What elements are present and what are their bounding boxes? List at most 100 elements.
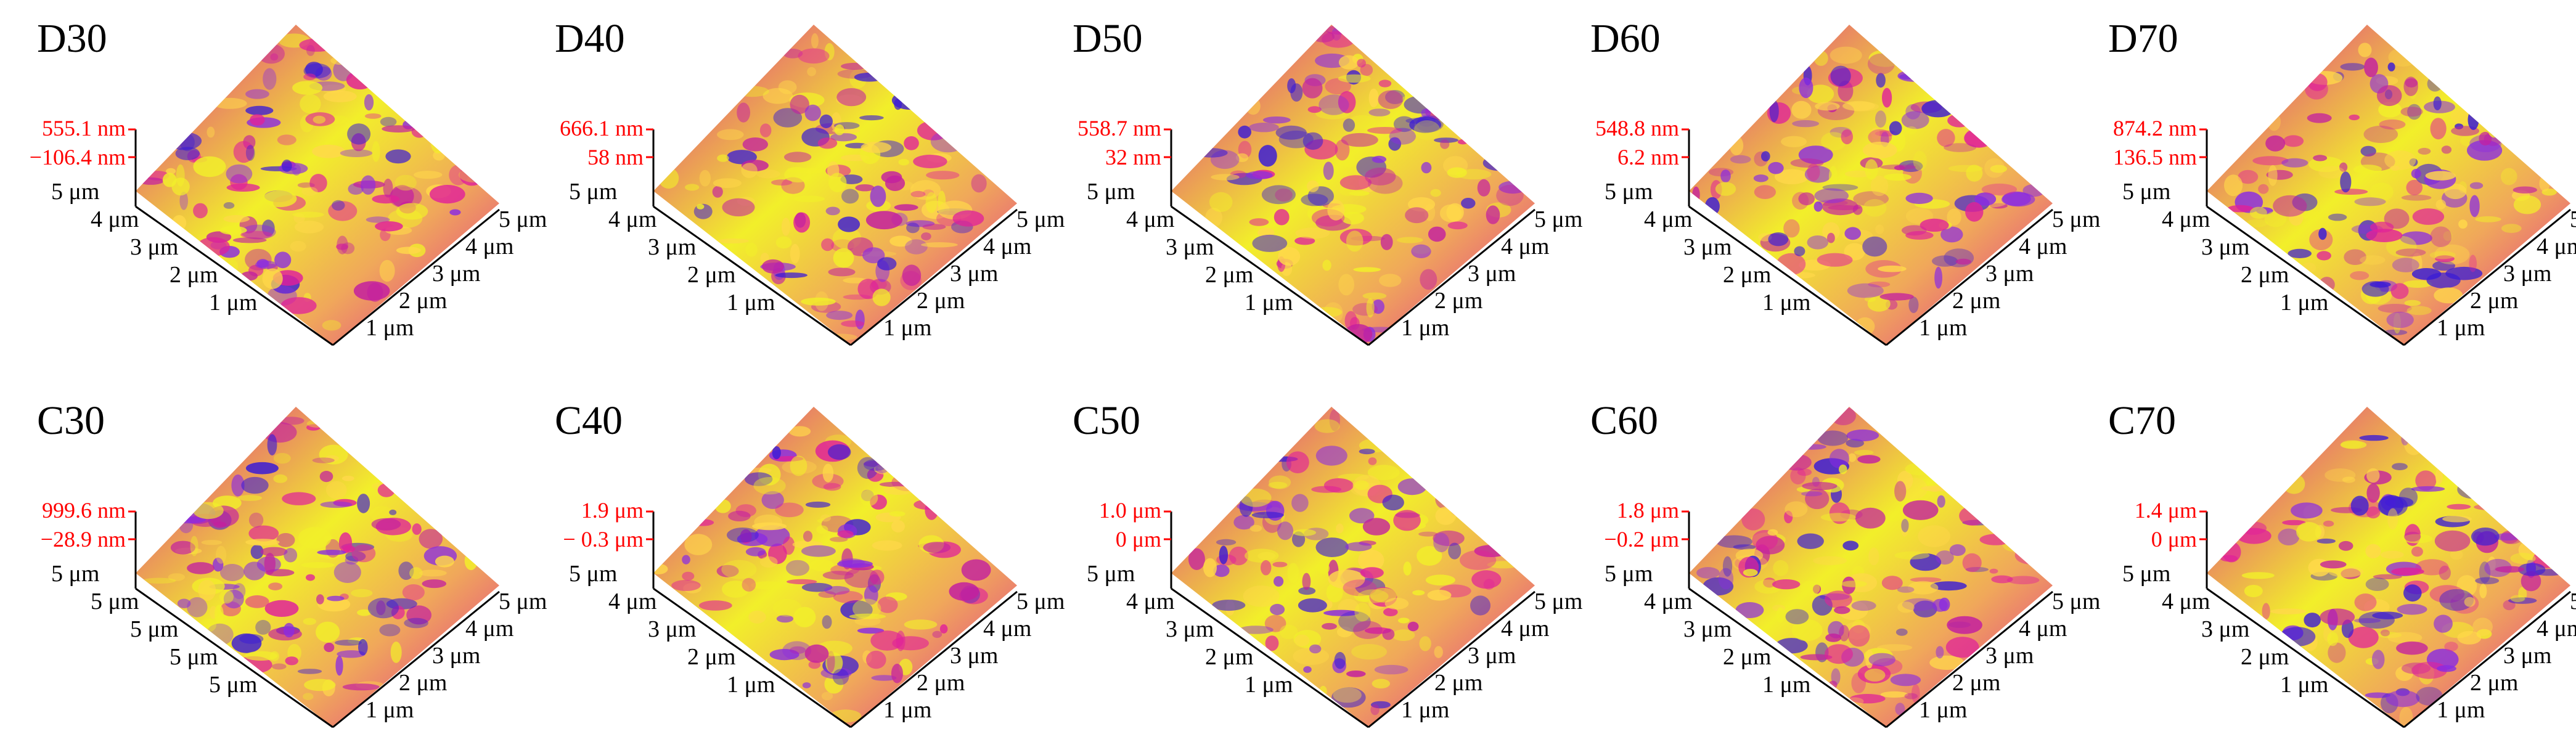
z-min-label: 136.5 nm [2112, 145, 2197, 169]
afm-panel-d70: D70 874.2 nm 136.5 nm 1 μm 2 μm 3 μm 4 μm 5 μm 1… [2071, 0, 2576, 346]
z-min-label: 0 μm [2151, 527, 2197, 552]
afm-surface-plot [646, 407, 1018, 728]
afm-panel-d40: D40 666.1 nm 58 nm 1 μm 2 μm 3 μm 4 μm 5 μm 1 μm… [518, 0, 1065, 346]
right-axis-tick-label: 1 μm [1919, 315, 1968, 341]
left-axis-tick-label: 4 μm [608, 206, 657, 232]
afm-surface-plot [2199, 25, 2571, 346]
surface-base [1171, 407, 1535, 727]
surface-base [653, 407, 1017, 727]
left-axis-tick-label: 5 μm [51, 561, 100, 587]
right-axis-tick-label: 4 μm [983, 616, 1032, 642]
afm-panel-d60: D60 548.8 nm 6.2 nm 1 μm 2 μm 3 μm 4 μm 5 μm 1 μ… [1553, 0, 2100, 346]
right-axis-tick-label: 5 μm [2570, 206, 2576, 232]
x-axis-line [653, 205, 851, 346]
right-axis-tick-label: 3 μm [1985, 643, 2034, 669]
z-max-label: 1.0 μm [1098, 498, 1161, 523]
right-axis-tick-label: 1 μm [366, 697, 414, 723]
left-axis-tick-label: 5 μm [51, 179, 100, 205]
left-axis-tick-label: 4 μm [1644, 589, 1693, 614]
afm-surface-plot [1164, 407, 1535, 728]
right-axis-tick-label: 5 μm [2052, 206, 2101, 232]
left-axis-tick-label: 2 μm [687, 262, 736, 288]
right-axis-tick-label: 5 μm [499, 206, 547, 232]
right-axis-tick-label: 2 μm [1952, 670, 2001, 696]
x-axis-line [1171, 205, 1369, 346]
left-axis-tick-label: 3 μm [2201, 616, 2250, 642]
surface-texture [1696, 407, 2045, 716]
left-axis-tick-label: 5 μm [1605, 179, 1653, 205]
right-axis-tick-label: 4 μm [2537, 616, 2576, 642]
right-axis-tick-label: 5 μm [1534, 206, 1583, 232]
z-min-label: 6.2 nm [1617, 145, 1679, 169]
left-axis-tick-label: 5 μm [170, 644, 218, 670]
panel-title: D50 [1073, 16, 1143, 61]
left-axis-tick-label: 2 μm [1205, 644, 1254, 670]
y-axis-line [850, 590, 1018, 728]
x-axis-line [1688, 587, 1887, 728]
right-axis-tick-label: 2 μm [2470, 670, 2519, 696]
afm-surface-plot [1682, 25, 2053, 346]
left-axis-tick-label: 1 μm [1245, 290, 1293, 316]
z-max-label: 874.2 nm [2112, 116, 2197, 141]
right-axis-tick-label: 1 μm [2437, 315, 2485, 341]
right-axis-tick-label: 4 μm [1501, 234, 1550, 259]
left-axis-tick-label: 5 μm [1605, 561, 1653, 587]
x-axis-line [135, 587, 333, 728]
x-axis-line [2206, 205, 2405, 346]
right-axis-tick-label: 5 μm [1016, 589, 1065, 614]
z-max-label: 555.1 nm [41, 116, 126, 141]
panel-title: C50 [1073, 398, 1141, 443]
left-axis-tick-label: 3 μm [1166, 234, 1214, 260]
right-axis-tick-label: 3 μm [432, 643, 481, 669]
left-axis-tick-label: 4 μm [2162, 206, 2210, 232]
z-min-label: − 0.3 μm [563, 527, 644, 552]
right-axis-tick-label: 1 μm [2437, 697, 2485, 723]
afm-surface-plot [646, 25, 1018, 346]
surface-texture [1188, 409, 1524, 716]
z-min-label: 32 nm [1105, 145, 1161, 169]
panel-title: D30 [37, 16, 107, 61]
y-axis-line [1368, 590, 1535, 728]
x-axis-line [2206, 587, 2405, 728]
right-axis-tick-label: 2 μm [1434, 288, 1483, 314]
left-axis-tick-label: 5 μm [91, 589, 139, 614]
left-axis-tick-label: 5 μm [1087, 179, 1135, 205]
right-axis-tick-label: 5 μm [1534, 589, 1583, 614]
z-min-label: −28.9 nm [40, 527, 126, 552]
afm-surface-plot [2199, 407, 2571, 728]
afm-panel-c70: C70 1.4 μm 0 μm 1 μm 2 μm 3 μm 4 μm 5 μm 1 μm 2 μ… [2071, 382, 2576, 728]
left-axis-tick-label: 3 μm [2201, 234, 2250, 260]
z-min-label: 0 μm [1115, 527, 1161, 552]
afm-panel-c40: C40 1.9 μm − 0.3 μm 1 μm 2 μm 3 μm 4 μm 5 μm 1 μ… [518, 382, 1065, 728]
right-axis-tick-label: 3 μm [2503, 261, 2552, 287]
left-axis-tick-label: 2 μm [1205, 262, 1254, 288]
left-axis-tick-label: 5 μm [2122, 561, 2171, 587]
right-axis-tick-label: 2 μm [1952, 288, 2001, 314]
right-axis-tick-label: 1 μm [883, 697, 932, 723]
y-axis-line [850, 208, 1018, 346]
afm-panel-c30: C30 999.6 nm −28.9 nm 5 μm 5 μm 5 μm 5 μm 5 μm 1… [0, 382, 547, 728]
y-axis-line [1886, 208, 2053, 346]
right-axis-tick-label: 5 μm [2052, 589, 2101, 614]
afm-surface-plot [1164, 25, 1535, 346]
left-axis-tick-label: 1 μm [1762, 290, 1811, 316]
right-axis-tick-label: 3 μm [1468, 261, 1516, 287]
left-axis-tick-label: 2 μm [170, 262, 218, 288]
y-axis-line [332, 590, 500, 728]
panel-title: D70 [2108, 16, 2178, 61]
y-axis-line [2403, 590, 2571, 728]
right-axis-tick-label: 2 μm [399, 288, 448, 314]
panel-title: C30 [37, 398, 105, 443]
left-axis-tick-label: 3 μm [648, 234, 697, 260]
right-axis-tick-label: 2 μm [917, 670, 965, 696]
panel-title: D40 [555, 16, 625, 61]
afm-panel-c60: C60 1.8 μm −0.2 μm 1 μm 2 μm 3 μm 4 μm 5 μm 1 μm… [1553, 382, 2100, 728]
z-max-label: 558.7 nm [1077, 116, 1161, 141]
left-axis-tick-label: 2 μm [1723, 644, 1772, 670]
afm-surface-plot [1682, 407, 2053, 728]
left-axis-tick-label: 4 μm [1644, 206, 1693, 232]
right-axis-tick-label: 5 μm [499, 589, 547, 614]
right-axis-tick-label: 4 μm [1501, 616, 1550, 642]
left-axis-tick-label: 3 μm [130, 234, 179, 260]
surface-texture [653, 426, 991, 723]
